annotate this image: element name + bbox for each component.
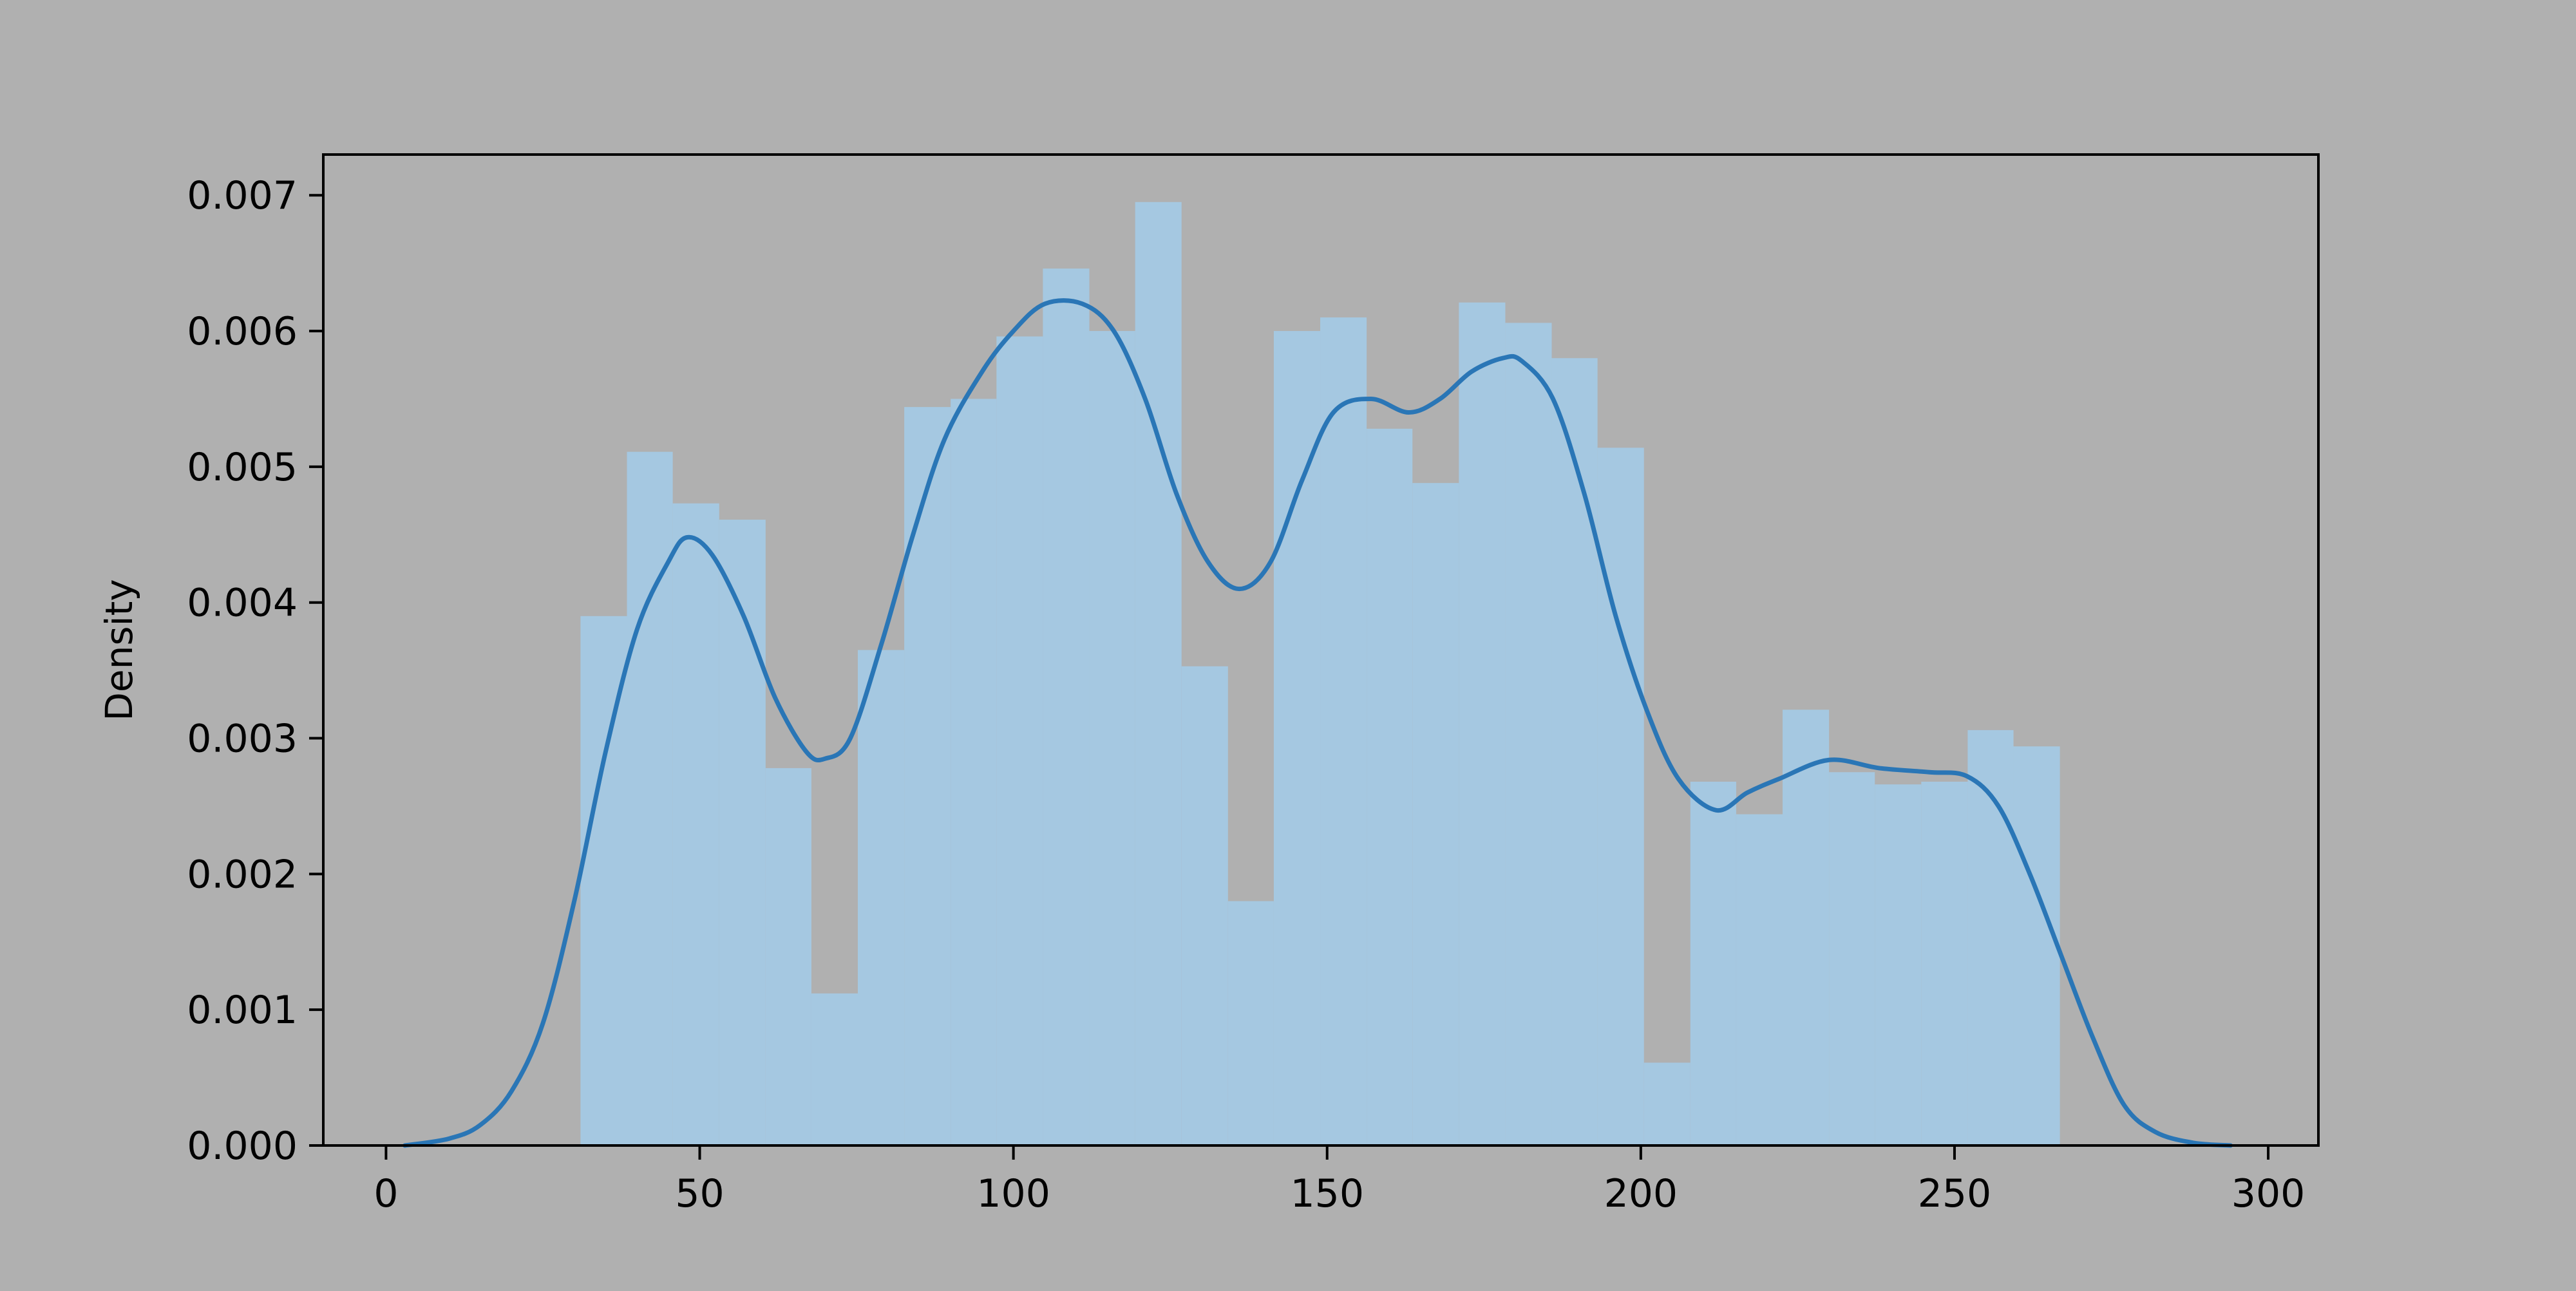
histogram-bar	[1181, 666, 1228, 1145]
histogram-bar	[811, 993, 858, 1145]
histogram-bar	[580, 616, 627, 1145]
y-axis-label: Density	[97, 579, 141, 721]
histogram-bar	[627, 451, 673, 1146]
histogram-bar	[1320, 317, 1367, 1145]
kde-layer	[402, 298, 2233, 1148]
histogram-bar	[1135, 202, 1182, 1146]
x-tick-label: 0	[374, 1171, 398, 1216]
y-tick-label: 0.002	[187, 852, 298, 897]
x-tick-label: 50	[675, 1171, 724, 1216]
histogram-bar	[1875, 784, 1922, 1145]
x-tick-label: 200	[1604, 1171, 1678, 1216]
histogram-bars	[580, 202, 2060, 1146]
histogram-bar	[1736, 814, 1783, 1145]
histogram-bar	[1227, 901, 1274, 1145]
y-tick-label: 0.007	[187, 173, 298, 218]
histogram-bar	[951, 399, 997, 1145]
y-tick-label: 0.000	[187, 1124, 298, 1169]
kde-curve	[402, 298, 2233, 1148]
histogram-bar	[996, 336, 1043, 1145]
y-tick-label: 0.005	[187, 445, 298, 490]
y-tick-label: 0.004	[187, 581, 298, 626]
histogram-bar	[719, 520, 766, 1145]
histogram-bar	[2013, 746, 2060, 1145]
histogram-bar	[1043, 269, 1090, 1145]
x-tick-label: 150	[1290, 1171, 1364, 1216]
histogram-bar	[1921, 781, 1968, 1145]
x-tick-label: 300	[2231, 1171, 2306, 1216]
x-axis-ticks: 0 50 100 150 200 250 300	[374, 1145, 2305, 1216]
x-tick-label: 100	[976, 1171, 1050, 1216]
histogram-bar	[1643, 1062, 1690, 1145]
y-tick-label: 0.001	[187, 988, 298, 1033]
histogram-bar	[1967, 730, 2014, 1145]
histogram-bar	[858, 650, 905, 1145]
histogram-bar	[1690, 781, 1736, 1145]
histogram-bar	[1089, 331, 1135, 1145]
histogram-bar	[1273, 331, 1321, 1145]
histogram-bar	[1367, 428, 1413, 1145]
histogram-bar	[1551, 358, 1598, 1145]
y-axis-ticks: 0.000 0.001 0.002 0.003 0.004 0.005 0.006 0.007	[187, 173, 323, 1169]
y-tick-label: 0.003	[187, 717, 298, 762]
histogram-bar	[904, 407, 951, 1145]
y-tick-label: 0.006	[187, 309, 298, 354]
histogram-bar	[1829, 772, 1875, 1145]
histogram-bar	[672, 503, 719, 1145]
histogram-bar	[1597, 448, 1644, 1145]
histogram-bar	[1505, 323, 1552, 1145]
plot-frame	[322, 153, 2320, 1147]
histogram-bar	[1783, 710, 1830, 1145]
x-tick-label: 250	[1918, 1171, 1992, 1216]
histogram-bar	[1459, 302, 1506, 1145]
histogram-bar	[765, 768, 811, 1145]
histogram-bar	[1412, 483, 1459, 1146]
